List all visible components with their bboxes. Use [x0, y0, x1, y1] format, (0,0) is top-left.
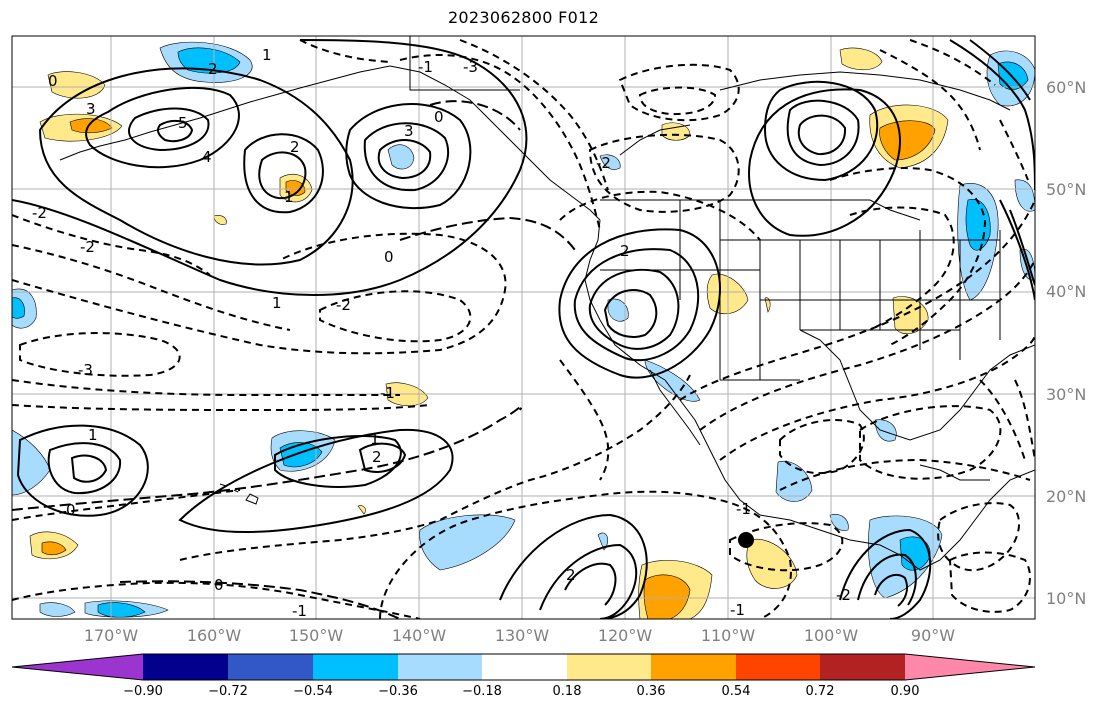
contour-label: -2 [596, 154, 611, 172]
contour-label: -1 [730, 601, 745, 619]
colorbar-tick-label: −0.90 [123, 684, 163, 699]
contour-label: 1 [272, 294, 282, 312]
contour-label: 4 [202, 148, 212, 166]
lat-label: 40°N [1046, 282, 1087, 301]
contour-label: 1 [370, 430, 380, 448]
contour-label: 2 [566, 566, 576, 584]
contour-label: 0 [384, 248, 394, 266]
contour-label: -2 [336, 296, 351, 314]
contour-label: 0 [214, 576, 224, 594]
colorbar-segment [143, 654, 228, 680]
lon-label: 130°W [494, 626, 550, 645]
contour-label: 0 [48, 72, 58, 90]
colorbar-tick-label: 0.36 [636, 684, 666, 699]
contour-label: -3 [78, 361, 93, 379]
colorbar-tick-label: 0.54 [721, 684, 751, 699]
colorbar-tick-label: −0.72 [208, 684, 248, 699]
contour-label: 1 [262, 46, 272, 64]
contour-label: -2 [836, 586, 851, 604]
colorbar-tick-label: −0.18 [462, 684, 502, 699]
colorbar-tick-label: 0.90 [890, 684, 920, 699]
lon-label: 120°W [597, 626, 653, 645]
contour-label: 2 [208, 60, 218, 78]
colorbar-segment [228, 654, 313, 680]
lat-lon-grid [12, 36, 1035, 619]
lat-label: 10°N [1046, 589, 1087, 608]
contour-label: 2 [372, 448, 382, 466]
colorbar-segment [482, 654, 567, 680]
contour-label: -3 [463, 58, 478, 76]
contour-label: 3 [404, 122, 414, 140]
contour-lines-zero [12, 100, 576, 619]
contour-label: -2 [32, 204, 47, 222]
lat-label: 20°N [1046, 487, 1087, 506]
colorbar-segment [736, 654, 820, 680]
contour-label: 2 [290, 138, 300, 156]
lon-label: 140°W [391, 626, 447, 645]
colorbar-segment [820, 654, 905, 680]
location-marker [738, 532, 754, 548]
colorbar-tick-label: −0.54 [293, 684, 333, 699]
lon-label: 160°W [186, 626, 242, 645]
colorbar-extend-high [905, 654, 1035, 680]
colorbar-extend-low [12, 654, 143, 680]
contour-label: -2 [80, 238, 95, 256]
lat-label: 50°N [1046, 180, 1087, 199]
lon-label: 90°W [910, 626, 956, 645]
colorbar-tick-label: 0.18 [552, 684, 582, 699]
lon-label: 110°W [700, 626, 756, 645]
colorbar-segment [313, 654, 398, 680]
colorbar [11, 653, 1036, 681]
contour-label: -1 [736, 500, 751, 518]
contour-label: -1 [418, 58, 433, 76]
lon-label: 150°W [288, 626, 344, 645]
map-title: 2023062800 F012 [447, 8, 600, 27]
contour-labels: -3 2 1 -1 0 3 5 4 -2 1 2 -2 -3 1 -2 0 -1… [32, 46, 851, 620]
colorbar-segment [651, 654, 736, 680]
contour-label: -1 [292, 602, 307, 620]
contour-label: 1 [284, 188, 294, 206]
contour-label: 0 [66, 501, 76, 519]
contour-label: 5 [178, 114, 188, 132]
colorbar-tick-label: −0.36 [378, 684, 418, 699]
lat-label: 60°N [1046, 78, 1087, 97]
lon-label: 100°W [803, 626, 859, 645]
colorbar-outline [11, 653, 1036, 681]
colorbar-segment [567, 654, 651, 680]
contour-label: 3 [86, 100, 96, 118]
lon-label: 170°W [83, 626, 139, 645]
colorbar-tick-label: 0.72 [805, 684, 835, 699]
lat-label: 30°N [1046, 385, 1087, 404]
colorbar-segment [398, 654, 482, 680]
contour-label: 2 [620, 242, 630, 260]
contour-lines-positive [12, 39, 1035, 619]
contour-label: 0 [434, 108, 444, 126]
contour-label: 1 [88, 426, 98, 444]
map-frame [11, 35, 1036, 620]
contour-lines-negative [12, 39, 1035, 619]
contour-label: -1 [380, 384, 395, 402]
